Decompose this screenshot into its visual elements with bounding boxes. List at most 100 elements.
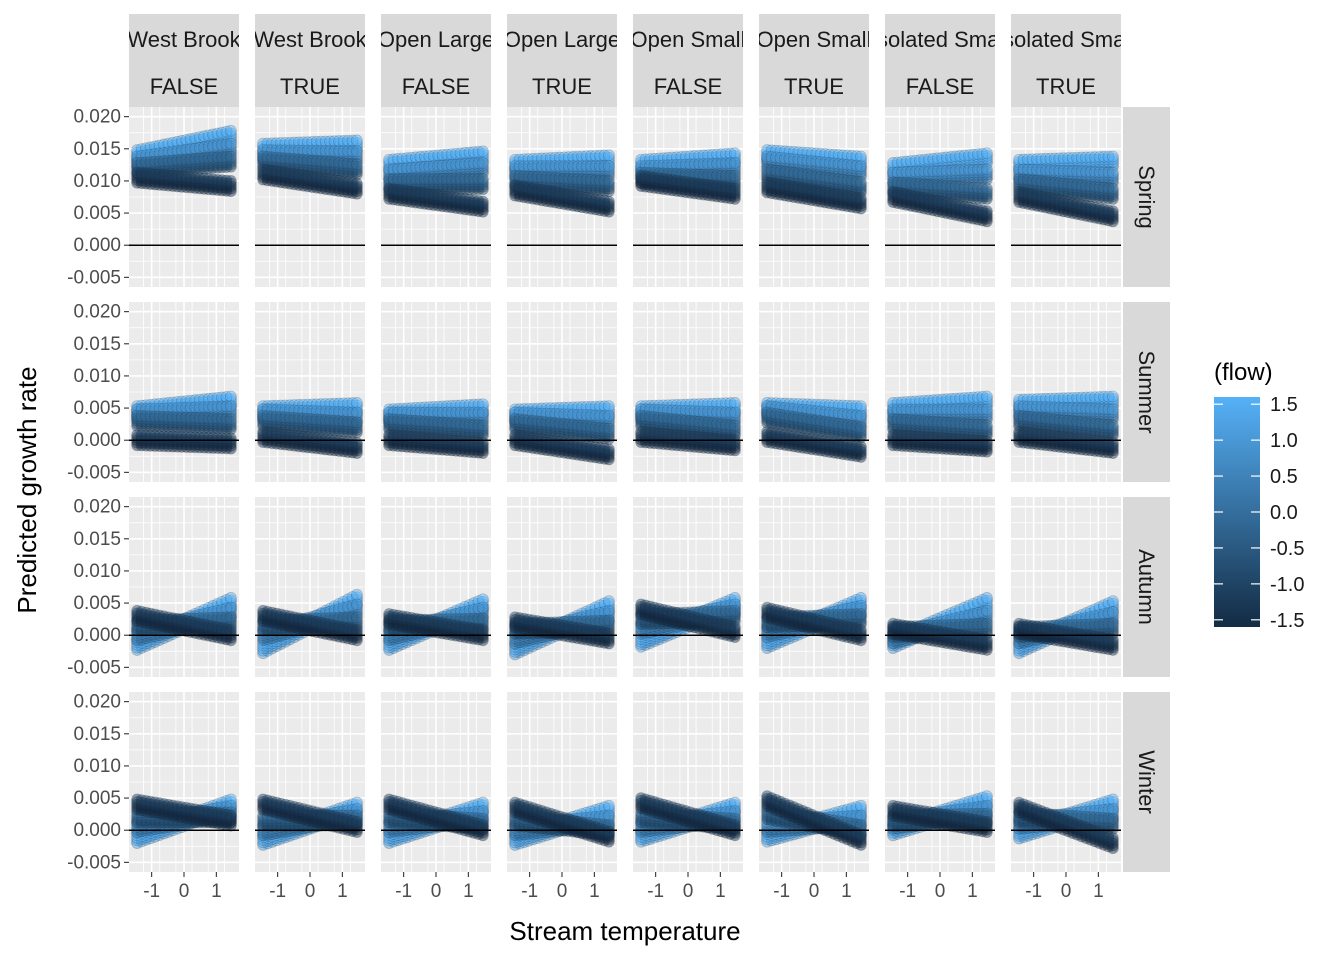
data-point bbox=[472, 183, 485, 196]
data-point bbox=[414, 163, 427, 176]
data-point bbox=[576, 198, 589, 211]
data-point bbox=[261, 161, 274, 174]
data-point bbox=[153, 142, 166, 154]
data-point bbox=[266, 175, 278, 187]
data-point bbox=[270, 146, 283, 159]
data-point bbox=[131, 171, 143, 184]
data-point bbox=[679, 155, 692, 168]
data-point bbox=[310, 150, 323, 162]
data-point bbox=[522, 153, 535, 165]
data-point bbox=[544, 165, 557, 178]
data-point bbox=[472, 157, 485, 170]
data-point bbox=[315, 147, 328, 160]
data-point bbox=[518, 161, 530, 173]
data-point bbox=[423, 152, 436, 165]
column-strip-river: Isolated Small bbox=[871, 27, 1009, 52]
data-point bbox=[553, 162, 566, 175]
data-point bbox=[175, 149, 188, 162]
data-point bbox=[166, 150, 179, 163]
data-point bbox=[193, 172, 206, 185]
data-point bbox=[157, 157, 170, 170]
data-point bbox=[266, 159, 278, 171]
data-point bbox=[171, 155, 184, 168]
data-point bbox=[171, 138, 184, 151]
data-point bbox=[257, 148, 269, 160]
data-point bbox=[679, 158, 692, 171]
data-point bbox=[509, 165, 521, 178]
data-point bbox=[225, 137, 237, 150]
data-point bbox=[450, 194, 463, 207]
data-point bbox=[527, 170, 539, 183]
data-point bbox=[531, 152, 544, 165]
data-point bbox=[562, 167, 575, 180]
data-point bbox=[162, 146, 175, 159]
data-point bbox=[540, 192, 553, 205]
data-point bbox=[270, 170, 283, 183]
data-point bbox=[140, 157, 152, 169]
data-point bbox=[535, 176, 548, 189]
data-point bbox=[518, 180, 530, 193]
data-point bbox=[275, 173, 287, 186]
data-point bbox=[157, 149, 170, 162]
data-point bbox=[423, 180, 436, 193]
data-point bbox=[522, 162, 535, 175]
data-point bbox=[292, 147, 305, 160]
data-point bbox=[432, 180, 445, 193]
data-point bbox=[140, 149, 152, 162]
data-point bbox=[468, 160, 480, 173]
data-point bbox=[189, 139, 202, 152]
data-point bbox=[337, 152, 350, 165]
data-point bbox=[535, 160, 548, 173]
data-point bbox=[283, 170, 296, 182]
data-point bbox=[211, 161, 224, 174]
data-point bbox=[383, 166, 395, 178]
data-point bbox=[342, 167, 354, 180]
data-point bbox=[198, 162, 211, 175]
data-point bbox=[450, 178, 463, 191]
data-point bbox=[432, 192, 445, 204]
data-point bbox=[472, 165, 485, 177]
data-point bbox=[216, 129, 228, 142]
data-point bbox=[171, 175, 184, 188]
data-point bbox=[603, 195, 615, 208]
data-point bbox=[576, 183, 589, 196]
data-point bbox=[175, 159, 188, 171]
data-point bbox=[315, 182, 328, 195]
data-point bbox=[711, 158, 723, 171]
data-point bbox=[351, 148, 363, 160]
data-point bbox=[576, 155, 589, 168]
data-point bbox=[594, 154, 606, 167]
data-point bbox=[153, 149, 166, 162]
data-point bbox=[275, 139, 287, 152]
data-point bbox=[653, 160, 665, 173]
data-point bbox=[432, 199, 445, 212]
column-strip-flag: TRUE bbox=[784, 74, 844, 99]
data-point bbox=[509, 179, 521, 192]
data-point bbox=[432, 183, 445, 196]
data-point bbox=[328, 145, 341, 158]
data-point bbox=[441, 175, 454, 188]
data-point bbox=[275, 152, 287, 164]
data-point bbox=[198, 151, 211, 164]
data-point bbox=[149, 155, 161, 168]
data-point bbox=[463, 160, 476, 173]
data-point bbox=[283, 152, 296, 165]
data-point bbox=[392, 170, 404, 183]
data-point bbox=[527, 185, 539, 197]
data-point bbox=[306, 159, 319, 172]
data-point bbox=[427, 180, 440, 193]
data-point bbox=[436, 151, 449, 164]
data-point bbox=[509, 156, 521, 169]
data-point bbox=[427, 175, 440, 188]
y-tick-label: 0.015 bbox=[73, 139, 121, 160]
data-point bbox=[207, 173, 219, 186]
data-point bbox=[414, 183, 427, 196]
data-point bbox=[598, 160, 611, 173]
data-point bbox=[396, 192, 409, 205]
data-point bbox=[202, 148, 215, 161]
data-point bbox=[535, 171, 548, 184]
data-point bbox=[171, 135, 184, 148]
data-point bbox=[157, 160, 170, 173]
data-point bbox=[409, 159, 422, 171]
data-point bbox=[198, 149, 211, 161]
